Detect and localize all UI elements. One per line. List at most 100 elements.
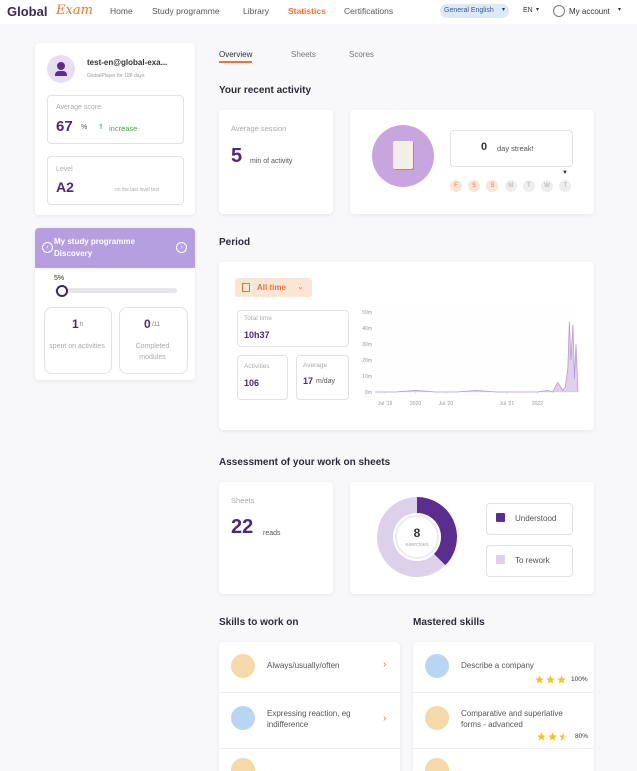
- reads-unit: reads: [263, 530, 281, 537]
- modules-box: [119, 307, 188, 374]
- divider: [219, 692, 400, 693]
- score-label: Average score: [56, 104, 102, 111]
- session-label: Average session: [231, 124, 287, 133]
- today-marker: ▼: [562, 170, 568, 176]
- average-label: Average: [303, 362, 328, 369]
- tab[interactable]: Sheets: [291, 50, 316, 59]
- level-note: on the last level test: [115, 187, 160, 193]
- average: 17: [303, 376, 314, 386]
- skill-icon: [425, 758, 449, 771]
- skill-name[interactable]: Expressing reaction, eg indifference: [267, 709, 351, 729]
- account-icon[interactable]: [553, 5, 565, 17]
- streak-day: W: [541, 180, 553, 192]
- x-tick-label: Jul '21: [500, 401, 515, 407]
- x-tick-label: 2020: [410, 401, 421, 407]
- prev-button[interactable]: ‹: [42, 242, 53, 253]
- session: 5: [231, 145, 243, 167]
- hours-label: spent on activities: [49, 343, 105, 350]
- programme-name: Discovery: [54, 249, 93, 258]
- star-full: [559, 732, 564, 741]
- streak-day: F: [450, 180, 462, 192]
- section-title: Assessment of your work on sheets: [219, 457, 391, 468]
- filter-pill[interactable]: [235, 278, 312, 297]
- legend-box: [486, 545, 573, 577]
- divider: [413, 748, 594, 749]
- exercises-label: exercises: [405, 542, 429, 548]
- skill-icon: [425, 706, 449, 730]
- account[interactable]: My account: [569, 7, 610, 16]
- skill-icon: [231, 706, 255, 730]
- y-tick-label: 50m: [362, 310, 372, 316]
- progress-label: 5%: [54, 275, 65, 282]
- streak: 0: [481, 141, 488, 153]
- tab[interactable]: Overview: [219, 50, 253, 59]
- email: test-en@global-exa...: [87, 58, 168, 67]
- calendar-icon: [393, 141, 413, 169]
- logo-accent[interactable]: Exam: [56, 3, 93, 18]
- donut-slice: [417, 497, 457, 566]
- programme-header: [35, 228, 195, 268]
- donut-chart: [376, 497, 457, 577]
- logo[interactable]: Global: [7, 4, 48, 19]
- star-full: [557, 675, 566, 684]
- avatar-head: [57, 62, 65, 70]
- legend-swatch: [496, 555, 505, 564]
- line: [375, 321, 579, 393]
- chevron[interactable]: ›: [383, 659, 387, 670]
- streak-day: T: [522, 180, 535, 192]
- filter[interactable]: All time: [257, 283, 286, 292]
- streak-box: [450, 130, 573, 167]
- caret: ▾: [536, 7, 540, 13]
- nav-item[interactable]: Home: [110, 6, 133, 16]
- skill-name[interactable]: Describe a company: [461, 661, 534, 670]
- y-tick-label: 20m: [362, 358, 372, 364]
- skill-icon: [231, 758, 255, 771]
- total: 10h37: [244, 330, 270, 340]
- activities: 106: [244, 378, 260, 388]
- streak-day: T: [559, 180, 572, 192]
- trend-icon: ⇑: [98, 124, 104, 131]
- level-box: [47, 156, 184, 205]
- star: [559, 732, 568, 741]
- level-label: Level: [56, 166, 73, 173]
- caret: ▾: [618, 7, 622, 13]
- progress-knob: [56, 285, 69, 297]
- chevron[interactable]: ›: [383, 713, 387, 724]
- skill-name[interactable]: Always/usually/often: [267, 661, 340, 670]
- legend-label: To rework: [515, 556, 550, 565]
- filter-icon: [242, 283, 250, 292]
- tab-underline: [219, 61, 252, 63]
- language[interactable]: EN: [523, 7, 533, 14]
- nav-item[interactable]: Study programme: [152, 6, 220, 16]
- star-full: [537, 732, 546, 741]
- next-button[interactable]: ›: [176, 242, 187, 253]
- streak-day: S: [486, 180, 499, 192]
- star: [546, 675, 555, 684]
- star: [548, 732, 557, 741]
- nav-item[interactable]: Library: [243, 6, 269, 16]
- reads-label: Sheets: [231, 496, 255, 505]
- reads: 22: [231, 516, 254, 538]
- total-box: [237, 310, 349, 347]
- section-title: Mastered skills: [413, 617, 485, 628]
- y-tick-label: 40m: [362, 326, 372, 332]
- star: [535, 675, 544, 684]
- course-pill[interactable]: [440, 4, 509, 18]
- tab[interactable]: Scores: [349, 50, 374, 59]
- course[interactable]: General English: [444, 7, 494, 14]
- legend-swatch: [496, 513, 505, 522]
- total-label: Total time: [244, 315, 272, 322]
- skill-icon: [425, 654, 449, 678]
- nav-item[interactable]: Statistics: [288, 6, 326, 16]
- average-box: [296, 355, 349, 400]
- trend: increase: [109, 124, 138, 133]
- skill-name[interactable]: Comparative and superlative forms - adva…: [461, 709, 563, 729]
- stars: [535, 675, 566, 684]
- level: A2: [56, 179, 74, 195]
- stars: [537, 732, 568, 741]
- star: [537, 732, 546, 741]
- hours-unit: h: [80, 322, 84, 328]
- nav-item[interactable]: Certifications: [344, 6, 394, 16]
- hours: 1: [72, 317, 79, 331]
